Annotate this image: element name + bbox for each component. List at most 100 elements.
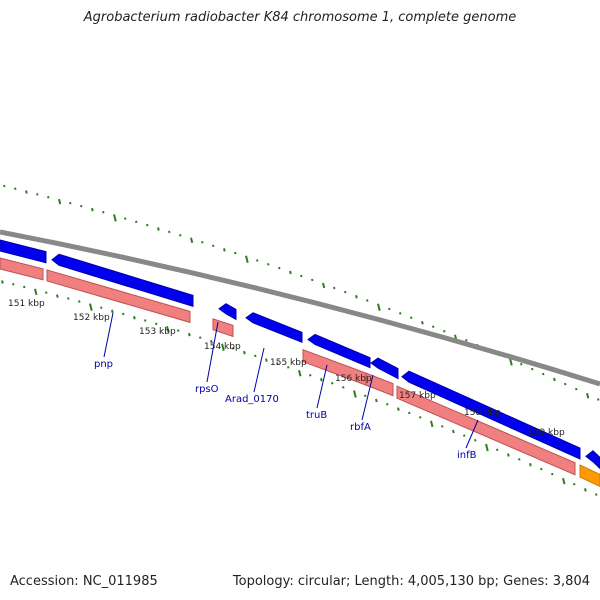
gene-fwd-edge[interactable] (585, 450, 600, 470)
gene-rev-pnp[interactable] (46, 269, 191, 324)
gc-inner-tick (67, 297, 70, 300)
gc-outer-tick (333, 286, 336, 290)
gene-fwd-1[interactable] (0, 239, 47, 264)
gc-outer-tick (223, 248, 226, 252)
gc-outer-tick (432, 325, 435, 328)
gene-fwd-pnp[interactable] (51, 253, 194, 308)
gene-label-leader-rpsO (206, 321, 219, 383)
gc-inner-tick (507, 453, 510, 457)
gc-outer-tick (245, 255, 249, 264)
scale-label-159: 159 kbp (528, 428, 565, 438)
gc-inner-tick (243, 350, 246, 355)
gene-fwd-rbfA[interactable] (370, 357, 399, 380)
gc-inner-tick (485, 443, 489, 452)
scale-label-151: 151 kbp (8, 299, 45, 309)
gc-inner-tick (430, 420, 434, 428)
gc-outer-tick (80, 204, 83, 208)
gc-inner-tick (452, 429, 455, 434)
gc-inner-tick (232, 347, 235, 350)
gc-inner-tick (89, 303, 93, 311)
gc-inner-tick (584, 488, 587, 492)
gc-inner-tick (408, 411, 411, 415)
gc-inner-tick (573, 482, 576, 486)
gc-outer-tick (355, 295, 358, 299)
gc-inner-tick (265, 358, 268, 362)
gene-label-leader-infB (465, 419, 479, 449)
gc-inner-tick (562, 477, 566, 485)
gc-inner-tick (595, 493, 598, 496)
gc-outer-tick (586, 393, 590, 399)
gc-inner-tick (45, 291, 48, 294)
gc-inner-tick (166, 325, 170, 333)
gc-outer-tick (102, 211, 105, 214)
gc-outer-tick (256, 259, 259, 262)
gc-outer-tick (190, 237, 194, 243)
gc-outer-tick (421, 320, 424, 325)
gc-inner-tick (100, 306, 103, 309)
scale-label-157: 157 kbp (399, 391, 436, 401)
gc-inner-tick (199, 336, 202, 339)
gc-inner-tick (353, 390, 357, 398)
gc-inner-tick (78, 300, 81, 303)
gc-outer-tick (366, 299, 369, 302)
scale-label-155: 155 kbp (270, 358, 307, 368)
gc-inner-tick (34, 288, 38, 296)
genome-summary-text: Topology: circular; Length: 4,005,130 bp… (232, 574, 590, 589)
gc-inner-tick (309, 373, 312, 377)
gene-label-pnp[interactable]: pnp (94, 359, 113, 370)
gc-outer-tick (322, 282, 326, 289)
gc-outer-tick (564, 382, 567, 386)
gc-inner-tick (463, 434, 466, 437)
gc-outer-tick (3, 184, 6, 188)
gene-label-infB[interactable]: infB (457, 450, 477, 461)
gc-inner-tick (221, 343, 225, 351)
gc-inner-tick (551, 472, 554, 476)
gc-outer-tick (58, 198, 62, 205)
gene-rev-infB[interactable] (396, 385, 576, 476)
gc-outer-tick (212, 244, 215, 248)
gc-outer-tick (311, 278, 314, 282)
rrna-feature[interactable] (579, 464, 600, 487)
scale-label-156: 156 kbp (335, 374, 372, 384)
gc-outer-tick (509, 358, 513, 366)
map-title: Agrobacterium radiobacter K84 chromosome… (83, 10, 517, 25)
gene-label-truB[interactable]: truB (306, 410, 327, 421)
gene-fwd-truB[interactable] (307, 333, 371, 369)
gc-outer-tick (69, 201, 72, 205)
gc-inner-tick (474, 439, 477, 442)
gene-label-rbfA[interactable]: rbfA (350, 422, 371, 433)
gc-inner-tick (254, 354, 257, 358)
gc-inner-tick (529, 462, 532, 467)
gene-label-leader-truB (316, 364, 328, 409)
gc-outer-tick (201, 241, 204, 244)
gc-outer-tick (47, 195, 50, 199)
gc-inner-tick (23, 285, 26, 289)
gene-rev-rbfA[interactable] (365, 372, 394, 397)
gc-outer-tick (377, 303, 381, 312)
gene-fwd-arad0170[interactable] (245, 312, 303, 344)
gc-inner-tick (342, 386, 345, 389)
gc-outer-tick (531, 367, 534, 371)
gene-fwd-infB[interactable] (401, 370, 581, 460)
gc-outer-tick (135, 220, 138, 224)
gc-outer-tick (91, 207, 94, 212)
gc-inner-tick (210, 339, 213, 343)
genome-backbone (0, 229, 600, 387)
gene-label-rpsO[interactable]: rpsO (195, 384, 219, 395)
gc-inner-tick (287, 366, 290, 369)
gc-inner-tick (518, 458, 521, 461)
scale-label-154: 154 kbp (204, 342, 241, 352)
gene-fwd-rpsO[interactable] (218, 303, 237, 321)
gc-inner-tick (144, 319, 147, 322)
gc-outer-tick (168, 230, 171, 234)
gc-outer-tick (278, 266, 281, 270)
gc-outer-tick (388, 307, 391, 311)
gc-outer-tick (146, 223, 149, 227)
gene-label-arad0170[interactable]: Arad_0170 (225, 394, 279, 405)
gc-inner-tick (111, 309, 114, 314)
backbone-line (0, 229, 600, 387)
gc-outer-tick (399, 312, 402, 315)
gene-rev-1[interactable] (0, 257, 44, 281)
gc-inner-tick (155, 322, 158, 326)
